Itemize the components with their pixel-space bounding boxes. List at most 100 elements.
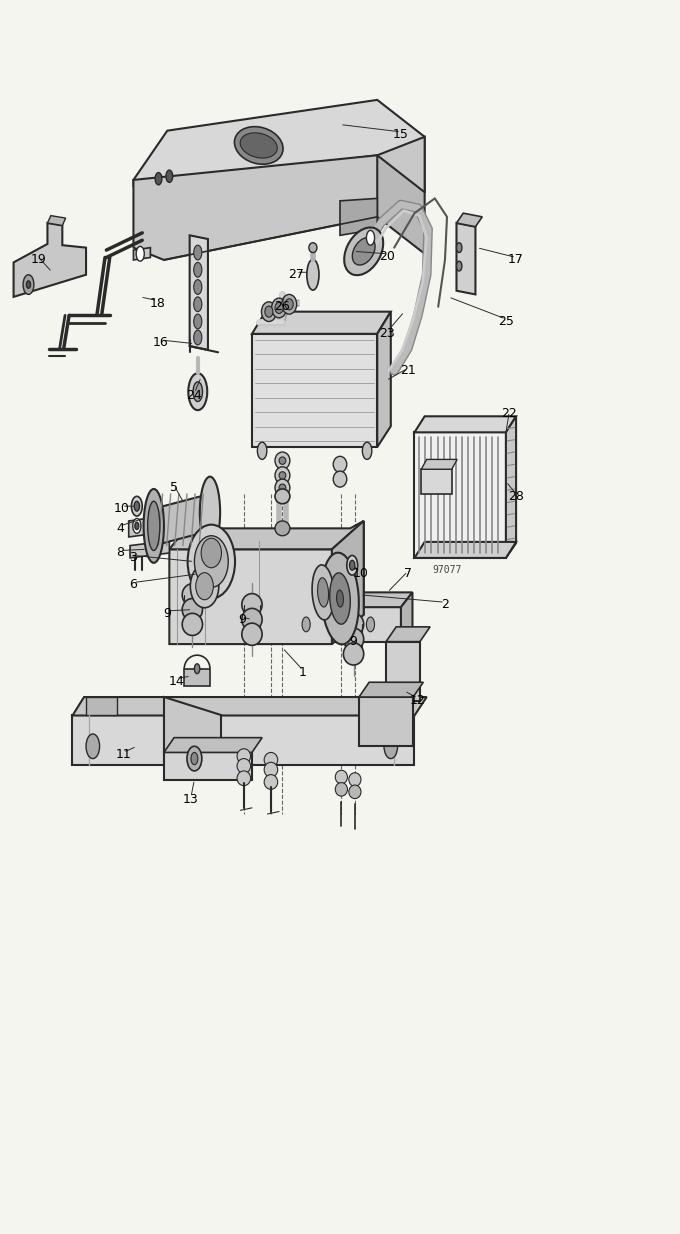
Ellipse shape: [261, 302, 276, 322]
Polygon shape: [252, 334, 377, 447]
Circle shape: [245, 617, 253, 632]
Polygon shape: [422, 469, 452, 494]
Ellipse shape: [279, 484, 286, 491]
Text: 24: 24: [186, 389, 202, 402]
Circle shape: [135, 522, 139, 529]
Ellipse shape: [190, 565, 219, 608]
Text: 28: 28: [508, 490, 524, 502]
Text: 2: 2: [441, 598, 449, 611]
Circle shape: [194, 280, 202, 295]
Polygon shape: [190, 236, 208, 349]
Circle shape: [86, 734, 99, 759]
Polygon shape: [422, 459, 457, 469]
Circle shape: [347, 555, 358, 575]
Polygon shape: [386, 642, 420, 701]
Ellipse shape: [344, 227, 384, 275]
Polygon shape: [154, 494, 210, 545]
Polygon shape: [48, 216, 66, 226]
Polygon shape: [415, 416, 516, 432]
Text: 4: 4: [116, 522, 124, 534]
Ellipse shape: [188, 373, 207, 410]
Circle shape: [362, 442, 372, 459]
Ellipse shape: [333, 471, 347, 487]
Circle shape: [194, 263, 202, 278]
Text: 14: 14: [168, 675, 184, 687]
Ellipse shape: [191, 753, 198, 765]
Circle shape: [134, 501, 139, 511]
Text: 9: 9: [350, 636, 358, 648]
Polygon shape: [332, 521, 364, 644]
Ellipse shape: [275, 302, 283, 313]
Ellipse shape: [148, 501, 160, 550]
Ellipse shape: [264, 763, 277, 777]
Ellipse shape: [335, 770, 347, 784]
Ellipse shape: [337, 590, 343, 607]
Text: 21: 21: [400, 364, 415, 378]
Ellipse shape: [182, 598, 203, 621]
Polygon shape: [359, 682, 423, 697]
Ellipse shape: [264, 775, 277, 790]
Ellipse shape: [312, 565, 334, 619]
Polygon shape: [73, 716, 415, 765]
Text: 10: 10: [114, 502, 130, 515]
Ellipse shape: [237, 749, 251, 764]
Ellipse shape: [182, 584, 203, 606]
Text: 8: 8: [116, 547, 124, 559]
Polygon shape: [359, 697, 413, 747]
Ellipse shape: [200, 476, 220, 548]
Ellipse shape: [194, 536, 228, 587]
Circle shape: [136, 247, 144, 262]
Circle shape: [456, 262, 462, 271]
Ellipse shape: [271, 299, 286, 318]
Ellipse shape: [343, 613, 364, 636]
Ellipse shape: [275, 489, 290, 503]
Ellipse shape: [285, 299, 293, 310]
Circle shape: [131, 496, 142, 516]
Text: 27: 27: [288, 268, 304, 281]
Circle shape: [155, 173, 162, 185]
Polygon shape: [381, 697, 411, 716]
Text: 5: 5: [170, 481, 178, 495]
Ellipse shape: [235, 127, 283, 164]
Ellipse shape: [193, 381, 203, 401]
Polygon shape: [164, 753, 252, 780]
Ellipse shape: [333, 457, 347, 473]
Ellipse shape: [279, 471, 286, 479]
Circle shape: [27, 281, 31, 289]
Text: 26: 26: [275, 300, 290, 313]
Polygon shape: [386, 627, 430, 642]
Circle shape: [166, 170, 173, 183]
Circle shape: [23, 275, 34, 295]
Text: 17: 17: [508, 253, 524, 267]
Text: 15: 15: [393, 128, 409, 141]
Circle shape: [257, 442, 267, 459]
Text: 18: 18: [149, 296, 165, 310]
Circle shape: [384, 734, 398, 759]
Ellipse shape: [352, 238, 375, 265]
Ellipse shape: [279, 457, 286, 464]
Ellipse shape: [182, 613, 203, 636]
Ellipse shape: [282, 295, 296, 315]
Text: 12: 12: [410, 695, 426, 707]
Circle shape: [194, 315, 202, 329]
Ellipse shape: [240, 133, 277, 158]
Ellipse shape: [349, 785, 361, 798]
Polygon shape: [377, 312, 391, 447]
Ellipse shape: [196, 573, 214, 600]
Polygon shape: [169, 521, 364, 644]
Text: 9: 9: [238, 613, 245, 626]
Ellipse shape: [264, 753, 277, 768]
Polygon shape: [340, 199, 377, 236]
Polygon shape: [133, 137, 424, 260]
Ellipse shape: [275, 521, 290, 536]
Polygon shape: [252, 312, 391, 334]
Polygon shape: [456, 223, 475, 295]
Text: 19: 19: [31, 253, 46, 267]
Polygon shape: [14, 223, 86, 297]
Text: 20: 20: [379, 249, 395, 263]
Ellipse shape: [242, 608, 262, 631]
Text: 16: 16: [153, 336, 169, 349]
Ellipse shape: [309, 243, 317, 253]
Circle shape: [133, 518, 141, 533]
Ellipse shape: [349, 772, 361, 786]
